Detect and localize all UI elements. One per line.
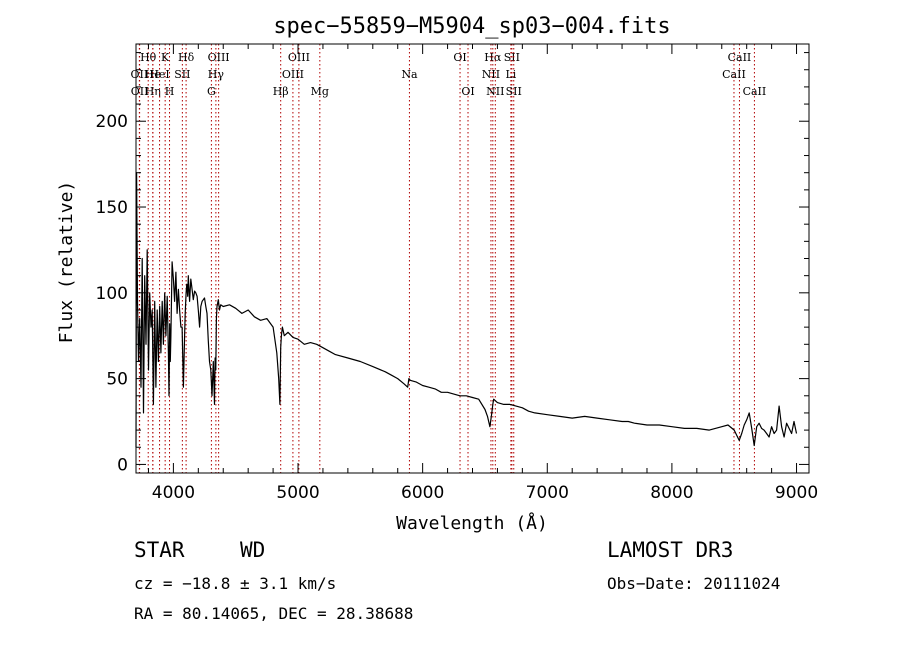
y-axis-label: Flux (relative)	[56, 181, 77, 344]
coordinates: RA = 80.14065, DEC = 28.38688	[134, 604, 414, 623]
line-label-9: Hδ	[178, 51, 195, 64]
line-label-26: CaII	[728, 51, 752, 64]
line-label-7: H	[165, 85, 175, 98]
line-label-17: Na	[401, 68, 418, 81]
line-label-13: Hβ	[273, 85, 289, 98]
x-tick-label-0: 4000	[152, 483, 195, 503]
x-tick-label-3: 7000	[526, 483, 569, 503]
line-label-25: SII	[506, 85, 522, 98]
x-tick-label-2: 6000	[401, 483, 444, 503]
line-label-2: Hθ	[140, 51, 157, 64]
y-tick-label-1: 50	[106, 370, 128, 390]
line-label-27: CaII	[722, 68, 746, 81]
object-subclass: WD	[240, 538, 266, 562]
line-label-8: SII	[174, 68, 190, 81]
line-label-20: Hα	[484, 51, 502, 64]
plot-frame	[135, 43, 810, 474]
line-label-4: Hη	[145, 85, 161, 98]
line-label-18: OI	[453, 51, 466, 64]
object-class: STAR	[134, 538, 185, 562]
x-tick-label-5: 9000	[775, 483, 818, 503]
line-label-19: OI	[461, 85, 474, 98]
line-label-23: SII	[504, 51, 520, 64]
line-label-0: OII	[131, 68, 149, 81]
x-tick-label-1: 5000	[276, 483, 319, 503]
line-label-21: NII	[482, 68, 500, 81]
line-label-14: OIII	[288, 51, 310, 64]
line-label-16: Mg	[311, 85, 329, 98]
line-label-3: He	[145, 68, 161, 81]
observation-date: Obs−Date: 20111024	[607, 574, 781, 593]
line-label-22: NII	[486, 85, 504, 98]
line-label-15: OIII	[282, 68, 304, 81]
redshift-velocity: cz = −18.8 ± 3.1 km/s	[134, 574, 337, 593]
x-axis-label: Wavelength (Å)	[396, 512, 548, 534]
spectrum-series	[135, 172, 798, 448]
chart-title: spec−55859−M5904_sp03−004.fits	[273, 14, 670, 39]
line-label-24: Li	[505, 68, 516, 81]
line-label-1: OII	[131, 85, 149, 98]
y-tick-label-4: 200	[96, 112, 128, 132]
line-label-12: G	[207, 85, 216, 98]
line-label-6: HeI	[149, 68, 169, 81]
spectral-line-markers: OII OII Hθ He Hη K HeI H SII Hδ OIII Hγ G Hβ OIII OIII M…	[131, 44, 767, 473]
axis-ticks: 4000 5000 6000 7000 8000 9000 0 50 100 150 200	[96, 44, 818, 503]
line-label-28: CaII	[743, 85, 767, 98]
line-label-5: K	[161, 51, 170, 64]
plot-border	[135, 43, 810, 474]
series-flux	[135, 172, 798, 448]
y-tick-label-2: 100	[96, 284, 128, 304]
line-label-10: OIII	[208, 51, 230, 64]
y-tick-label-3: 150	[96, 198, 128, 218]
x-tick-label-4: 8000	[650, 483, 693, 503]
survey-name: LAMOST DR3	[607, 538, 734, 562]
y-tick-label-0: 0	[117, 455, 128, 475]
line-label-11: Hγ	[208, 68, 225, 81]
